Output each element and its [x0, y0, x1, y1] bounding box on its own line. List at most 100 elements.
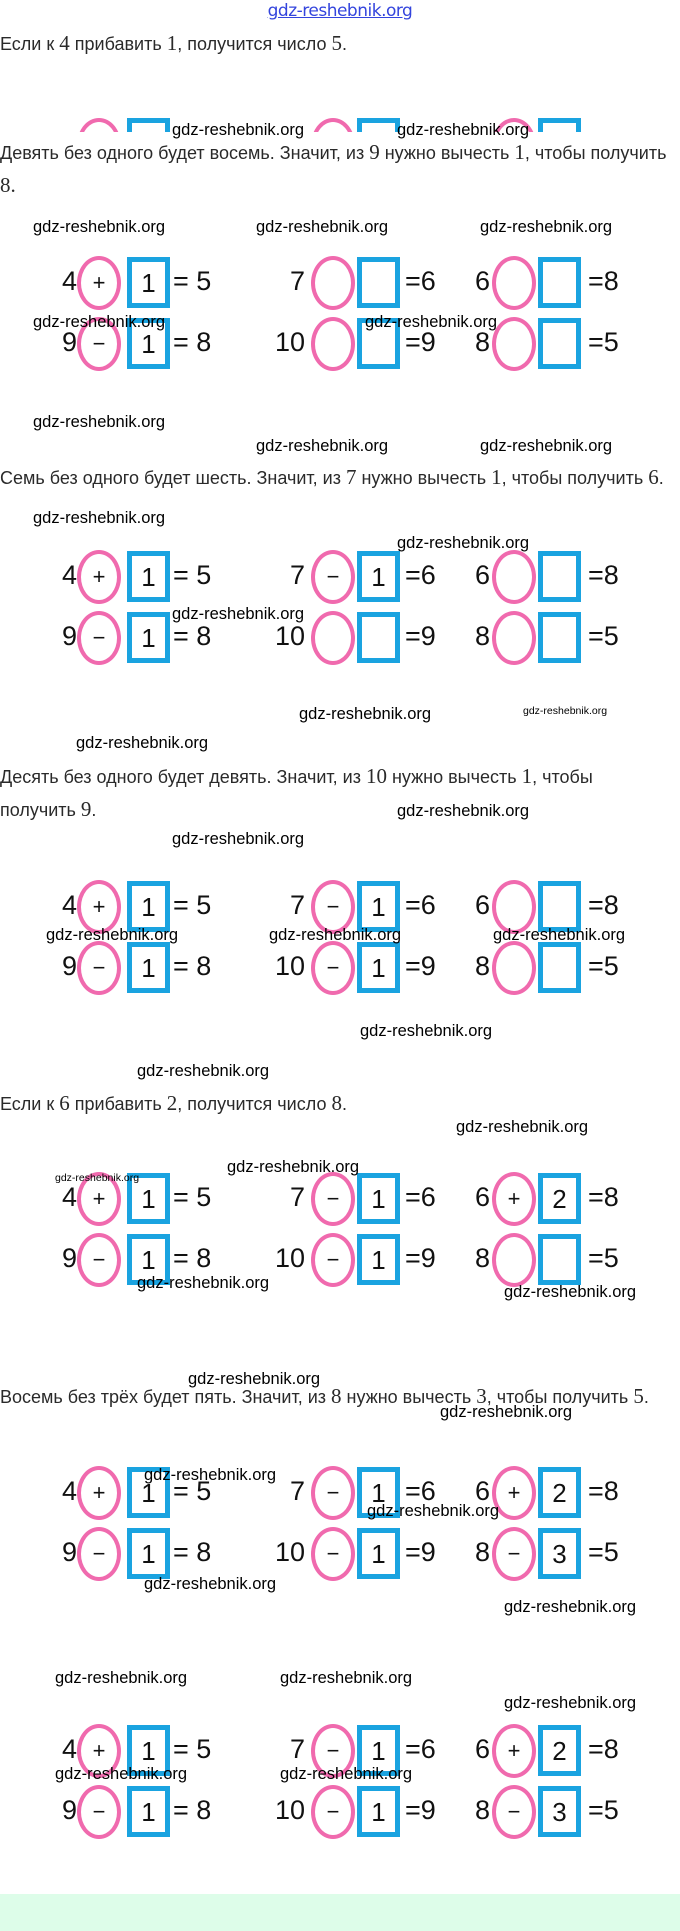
- operator-circle[interactable]: +: [77, 1724, 121, 1778]
- answer-square[interactable]: 2: [538, 1725, 581, 1776]
- answer-square[interactable]: 1: [127, 1173, 170, 1224]
- answer-square[interactable]: 1: [127, 1725, 170, 1776]
- equation-result: =6: [405, 1476, 436, 1506]
- answer-square[interactable]: [538, 1234, 581, 1285]
- watermark-text: gdz-reshebnik.org: [280, 1669, 413, 1687]
- answer-square[interactable]: 1: [357, 942, 400, 993]
- operator-circle[interactable]: [492, 880, 536, 934]
- watermark-text: gdz-reshebnik.org: [33, 413, 166, 431]
- operator-circle[interactable]: [492, 1233, 536, 1287]
- operator-circle[interactable]: −: [311, 941, 355, 995]
- watermark-text: gdz-reshebnik.org: [227, 1158, 360, 1176]
- text-segment: прибавить: [69, 34, 167, 54]
- operand-a: 8: [474, 1795, 490, 1825]
- operator-circle[interactable]: −: [77, 1527, 121, 1581]
- operator-circle[interactable]: −: [311, 1785, 355, 1839]
- operator-circle[interactable]: [492, 941, 536, 995]
- equation-result: =9: [405, 1795, 436, 1825]
- operand-a: 6: [474, 560, 490, 590]
- operator-circle[interactable]: −: [311, 1466, 355, 1520]
- answer-square[interactable]: 2: [538, 1173, 581, 1224]
- answer-square[interactable]: [357, 318, 400, 369]
- answer-square[interactable]: 1: [127, 551, 170, 602]
- answer-square[interactable]: 1: [357, 1528, 400, 1579]
- answer-square[interactable]: 1: [357, 551, 400, 602]
- answer-square[interactable]: [538, 612, 581, 663]
- watermark-text: gdz-reshebnik.org: [365, 313, 498, 331]
- answer-square[interactable]: [538, 257, 581, 308]
- operand-a: 7: [289, 1734, 305, 1764]
- text-segment: Семь без одного будет шесть. Значит, из: [0, 468, 346, 488]
- answer-square[interactable]: 3: [538, 1786, 581, 1837]
- text-segment: нужно вычесть: [386, 767, 522, 787]
- operator-circle[interactable]: −: [77, 941, 121, 995]
- answer-square[interactable]: [357, 257, 400, 308]
- answer-square[interactable]: 1: [127, 1467, 170, 1518]
- answer-square[interactable]: [538, 318, 581, 369]
- answer-square[interactable]: 1: [127, 1234, 170, 1285]
- answer-square[interactable]: 1: [127, 942, 170, 993]
- answer-square[interactable]: 1: [127, 612, 170, 663]
- equation-result: = 5: [173, 1476, 212, 1506]
- watermark-text: gdz-reshebnik.org: [493, 926, 626, 944]
- math-number: 10: [365, 764, 387, 788]
- answer-square[interactable]: [538, 881, 581, 932]
- answer-square[interactable]: 1: [357, 1467, 400, 1518]
- answer-square[interactable]: [357, 612, 400, 663]
- answer-square[interactable]: 1: [127, 1786, 170, 1837]
- operator-circle[interactable]: +: [77, 1466, 121, 1520]
- operator-circle[interactable]: [311, 611, 355, 665]
- watermark-text: gdz-reshebnik.org: [397, 121, 530, 139]
- operator-circle[interactable]: [492, 256, 536, 310]
- operator-circle[interactable]: +: [77, 1172, 121, 1226]
- text-segment: нужно вычесть: [341, 1387, 477, 1407]
- watermark-text: gdz-reshebnik.org: [46, 926, 179, 944]
- math-number: 1: [166, 31, 178, 55]
- operator-circle[interactable]: −: [311, 1172, 355, 1226]
- answer-square[interactable]: 1: [357, 1173, 400, 1224]
- operand-a: 7: [289, 890, 305, 920]
- operator-circle[interactable]: −: [311, 550, 355, 604]
- operator-circle[interactable]: −: [311, 880, 355, 934]
- operator-circle[interactable]: [492, 611, 536, 665]
- answer-square[interactable]: 1: [127, 881, 170, 932]
- operator-circle[interactable]: −: [77, 317, 121, 371]
- answer-square[interactable]: [538, 942, 581, 993]
- answer-square[interactable]: 1: [357, 1725, 400, 1776]
- operator-circle[interactable]: −: [77, 1785, 121, 1839]
- answer-square[interactable]: 1: [127, 257, 170, 308]
- text-segment: .: [643, 1387, 649, 1407]
- operator-circle[interactable]: [311, 317, 355, 371]
- operator-circle[interactable]: [492, 317, 536, 371]
- text-segment: .: [341, 1094, 347, 1114]
- answer-square[interactable]: 2: [538, 1467, 581, 1518]
- operator-circle[interactable]: +: [492, 1172, 536, 1226]
- site-watermark-link[interactable]: gdz-reshebnik.org: [267, 1, 413, 21]
- operator-circle[interactable]: −: [77, 1233, 121, 1287]
- operator-circle[interactable]: +: [77, 880, 121, 934]
- operator-circle[interactable]: −: [492, 1785, 536, 1839]
- operator-circle[interactable]: +: [492, 1724, 536, 1778]
- answer-square[interactable]: 1: [357, 1234, 400, 1285]
- operator-circle[interactable]: −: [492, 1527, 536, 1581]
- answer-square[interactable]: 1: [127, 318, 170, 369]
- operator-circle[interactable]: −: [77, 611, 121, 665]
- operator-circle[interactable]: −: [311, 1724, 355, 1778]
- operator-circle[interactable]: [492, 550, 536, 604]
- answer-square[interactable]: 1: [357, 881, 400, 932]
- answer-square[interactable]: 1: [127, 1528, 170, 1579]
- watermark-text: gdz-reshebnik.org: [172, 830, 305, 848]
- operator-circle[interactable]: +: [77, 550, 121, 604]
- answer-square[interactable]: [538, 551, 581, 602]
- operator-circle[interactable]: +: [77, 256, 121, 310]
- operator-circle[interactable]: +: [492, 1466, 536, 1520]
- equation-result: = 5: [173, 560, 212, 590]
- operator-circle[interactable]: −: [311, 1527, 355, 1581]
- footer-bar: [0, 1894, 680, 1931]
- answer-square[interactable]: 3: [538, 1528, 581, 1579]
- answer-square: [127, 118, 170, 132]
- operand-a: 6: [474, 890, 490, 920]
- answer-square[interactable]: 1: [357, 1786, 400, 1837]
- operator-circle[interactable]: −: [311, 1233, 355, 1287]
- operator-circle[interactable]: [311, 256, 355, 310]
